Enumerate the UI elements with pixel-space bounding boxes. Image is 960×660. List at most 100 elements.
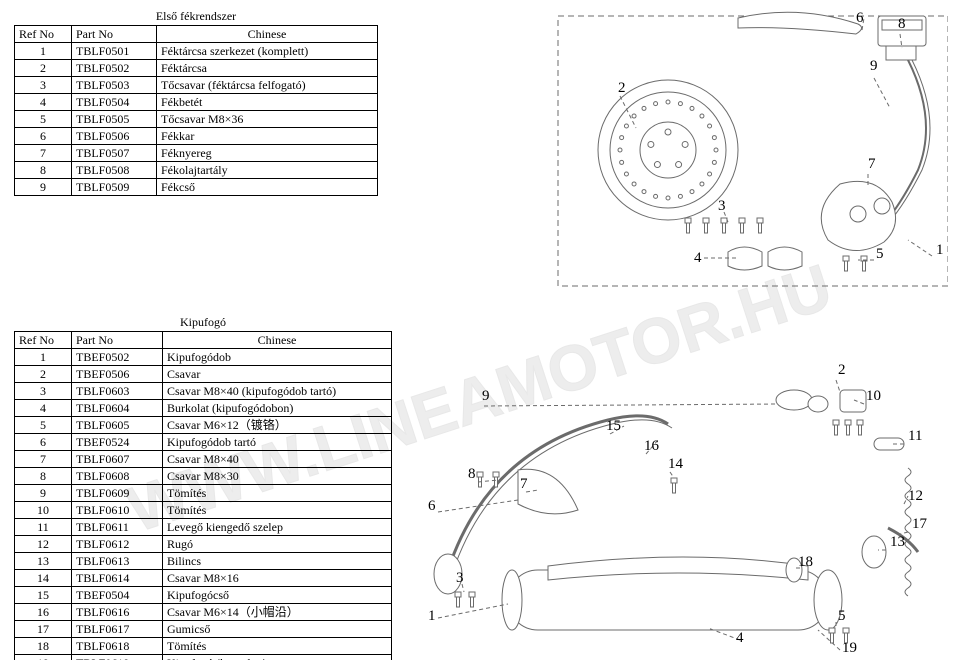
part-desc: Csavar	[163, 366, 392, 383]
table1-title: Első fékrendszer	[15, 8, 378, 26]
ref-no: 16	[15, 604, 72, 621]
part-desc: Csavar M6×14（小帽沿）	[163, 604, 392, 621]
part-desc: Levegő kiengedő szelep	[163, 519, 392, 536]
part-desc: Fékbetét	[157, 94, 378, 111]
svg-text:6: 6	[856, 10, 864, 26]
table-row: 6TBLF0506Fékkar	[15, 128, 378, 145]
part-no: TBLF0503	[72, 77, 157, 94]
part-desc: Tömítés	[163, 485, 392, 502]
svg-text:18: 18	[798, 554, 813, 570]
part-no: TBLF0617	[72, 621, 163, 638]
ref-no: 7	[15, 451, 72, 468]
part-desc: Tőcsavar M8×36	[157, 111, 378, 128]
svg-text:1: 1	[936, 242, 944, 258]
part-no: TBLF0616	[72, 604, 163, 621]
svg-text:16: 16	[644, 438, 660, 454]
table-row: 13TBLF0613Bilincs	[15, 553, 392, 570]
part-desc: Kipufogócső	[163, 587, 392, 604]
table2-title: Kipufogó	[15, 314, 392, 332]
table-row: 19TBLF0619Kipufogó (komplett)	[15, 655, 392, 660]
svg-text:9: 9	[870, 58, 878, 74]
svg-text:11: 11	[908, 428, 922, 444]
part-no: TBLF0611	[72, 519, 163, 536]
ref-no: 3	[15, 383, 72, 400]
svg-text:8: 8	[468, 466, 476, 482]
table-row: 1TBLF0501Féktárcsa szerkezet (komplett)	[15, 43, 378, 60]
part-no: TBEF0502	[72, 349, 163, 366]
ref-no: 1	[15, 349, 72, 366]
part-no: TBLF0607	[72, 451, 163, 468]
svg-text:9: 9	[482, 388, 490, 404]
ref-no: 19	[15, 655, 72, 660]
svg-text:3: 3	[456, 570, 464, 586]
svg-text:4: 4	[694, 250, 702, 266]
part-no: TBLF0612	[72, 536, 163, 553]
table-row: 7TBLF0507Féknyereg	[15, 145, 378, 162]
table-row: 7TBLF0607Csavar M8×40	[15, 451, 392, 468]
part-desc: Bilincs	[163, 553, 392, 570]
part-no: TBLF0608	[72, 468, 163, 485]
svg-text:1: 1	[428, 608, 436, 624]
part-no: TBLF0507	[72, 145, 157, 162]
part-no: TBLF0614	[72, 570, 163, 587]
part-no: TBLF0605	[72, 417, 163, 434]
part-no: TBEF0506	[72, 366, 163, 383]
table-row: 2TBLF0502Féktárcsa	[15, 60, 378, 77]
svg-text:3: 3	[718, 198, 726, 214]
ref-no: 7	[15, 145, 72, 162]
ref-no: 6	[15, 434, 72, 451]
part-no: TBEF0504	[72, 587, 163, 604]
part-no: TBLF0610	[72, 502, 163, 519]
part-desc: Burkolat (kipufogódobon)	[163, 400, 392, 417]
part-desc: Csavar M6×12（镀铬）	[163, 417, 392, 434]
part-no: TBLF0505	[72, 111, 157, 128]
parts-table-brake: Első fékrendszer Ref No Part No Chinese …	[14, 8, 378, 196]
part-no: TBLF0508	[72, 162, 157, 179]
svg-text:19: 19	[842, 640, 857, 656]
svg-text:12: 12	[908, 488, 923, 504]
table1-h0: Ref No	[15, 26, 72, 43]
part-no: TBLF0506	[72, 128, 157, 145]
ref-no: 18	[15, 638, 72, 655]
parts-table-exhaust: Kipufogó Ref No Part No Chinese 1TBEF050…	[14, 314, 392, 660]
ref-no: 6	[15, 128, 72, 145]
table-row: 4TBLF0504Fékbetét	[15, 94, 378, 111]
table-row: 9TBLF0509Fékcső	[15, 179, 378, 196]
ref-no: 5	[15, 417, 72, 434]
table-row: 3TBLF0603Csavar M8×40 (kipufogódob tartó…	[15, 383, 392, 400]
part-desc: Rugó	[163, 536, 392, 553]
table-row: 10TBLF0610Tömítés	[15, 502, 392, 519]
part-desc: Tőcsavar (féktárcsa felfogató)	[157, 77, 378, 94]
part-desc: Tömítés	[163, 638, 392, 655]
svg-text:2: 2	[838, 362, 846, 378]
ref-no: 8	[15, 468, 72, 485]
table-row: 14TBLF0614Csavar M8×16	[15, 570, 392, 587]
diagram-exhaust: 29101516111487612171318315419	[388, 360, 948, 660]
ref-no: 17	[15, 621, 72, 638]
svg-text:17: 17	[912, 516, 928, 532]
table-row: 9TBLF0609Tömítés	[15, 485, 392, 502]
svg-text:7: 7	[520, 476, 528, 492]
table-row: 1TBEF0502Kipufogódob	[15, 349, 392, 366]
table-row: 3TBLF0503Tőcsavar (féktárcsa felfogató)	[15, 77, 378, 94]
table-row: 18TBLF0618Tömítés	[15, 638, 392, 655]
table-row: 6TBEF0524Kipufogódob tartó	[15, 434, 392, 451]
table-row: 11TBLF0611Levegő kiengedő szelep	[15, 519, 392, 536]
table-row: 2TBEF0506Csavar	[15, 366, 392, 383]
part-no: TBLF0504	[72, 94, 157, 111]
part-desc: Féktárcsa szerkezet (komplett)	[157, 43, 378, 60]
table-row: 17TBLF0617Gumicső	[15, 621, 392, 638]
table2-h1: Part No	[72, 332, 163, 349]
part-desc: Csavar M8×40	[163, 451, 392, 468]
part-no: TBLF0609	[72, 485, 163, 502]
table-row: 15TBEF0504Kipufogócső	[15, 587, 392, 604]
svg-text:6: 6	[428, 498, 436, 514]
ref-no: 14	[15, 570, 72, 587]
ref-no: 2	[15, 366, 72, 383]
ref-no: 3	[15, 77, 72, 94]
part-desc: Csavar M8×16	[163, 570, 392, 587]
part-no: TBLF0603	[72, 383, 163, 400]
part-desc: Kipufogó (komplett)	[163, 655, 392, 660]
part-no: TBLF0509	[72, 179, 157, 196]
part-no: TBLF0501	[72, 43, 157, 60]
